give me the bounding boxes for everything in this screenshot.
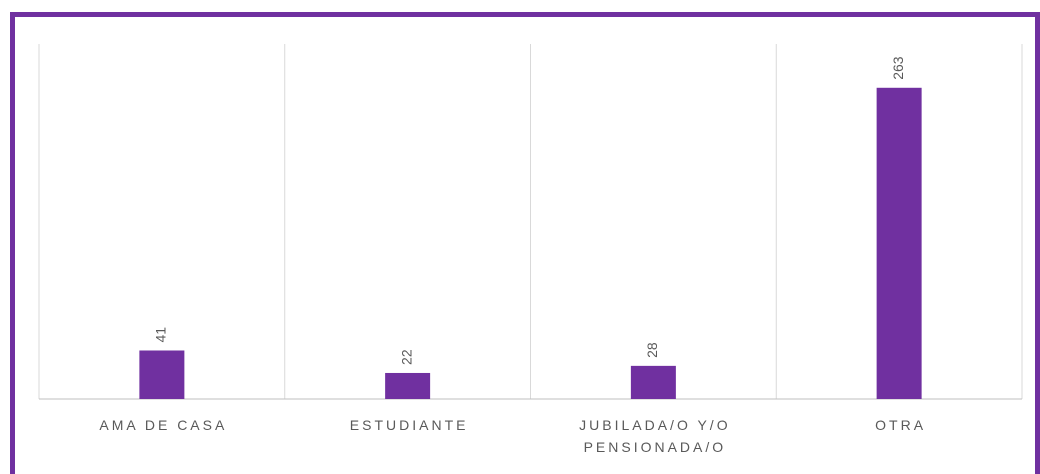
value-label: 22 bbox=[398, 349, 414, 365]
x-tick-label: JUBILADA/O Y/O PENSIONADA/O bbox=[579, 417, 731, 455]
value-label: 41 bbox=[153, 327, 169, 343]
bar bbox=[385, 372, 431, 399]
x-tick-label: OTRA bbox=[875, 417, 927, 433]
bar bbox=[630, 365, 676, 399]
chart-frame bbox=[10, 12, 1040, 474]
x-tick-label: AMA DE CASA bbox=[99, 417, 228, 433]
bar bbox=[876, 87, 922, 400]
x-tick-label: ESTUDIANTE bbox=[349, 417, 469, 433]
value-label: 28 bbox=[644, 342, 660, 358]
value-label: 263 bbox=[890, 56, 906, 80]
bar bbox=[139, 350, 185, 399]
